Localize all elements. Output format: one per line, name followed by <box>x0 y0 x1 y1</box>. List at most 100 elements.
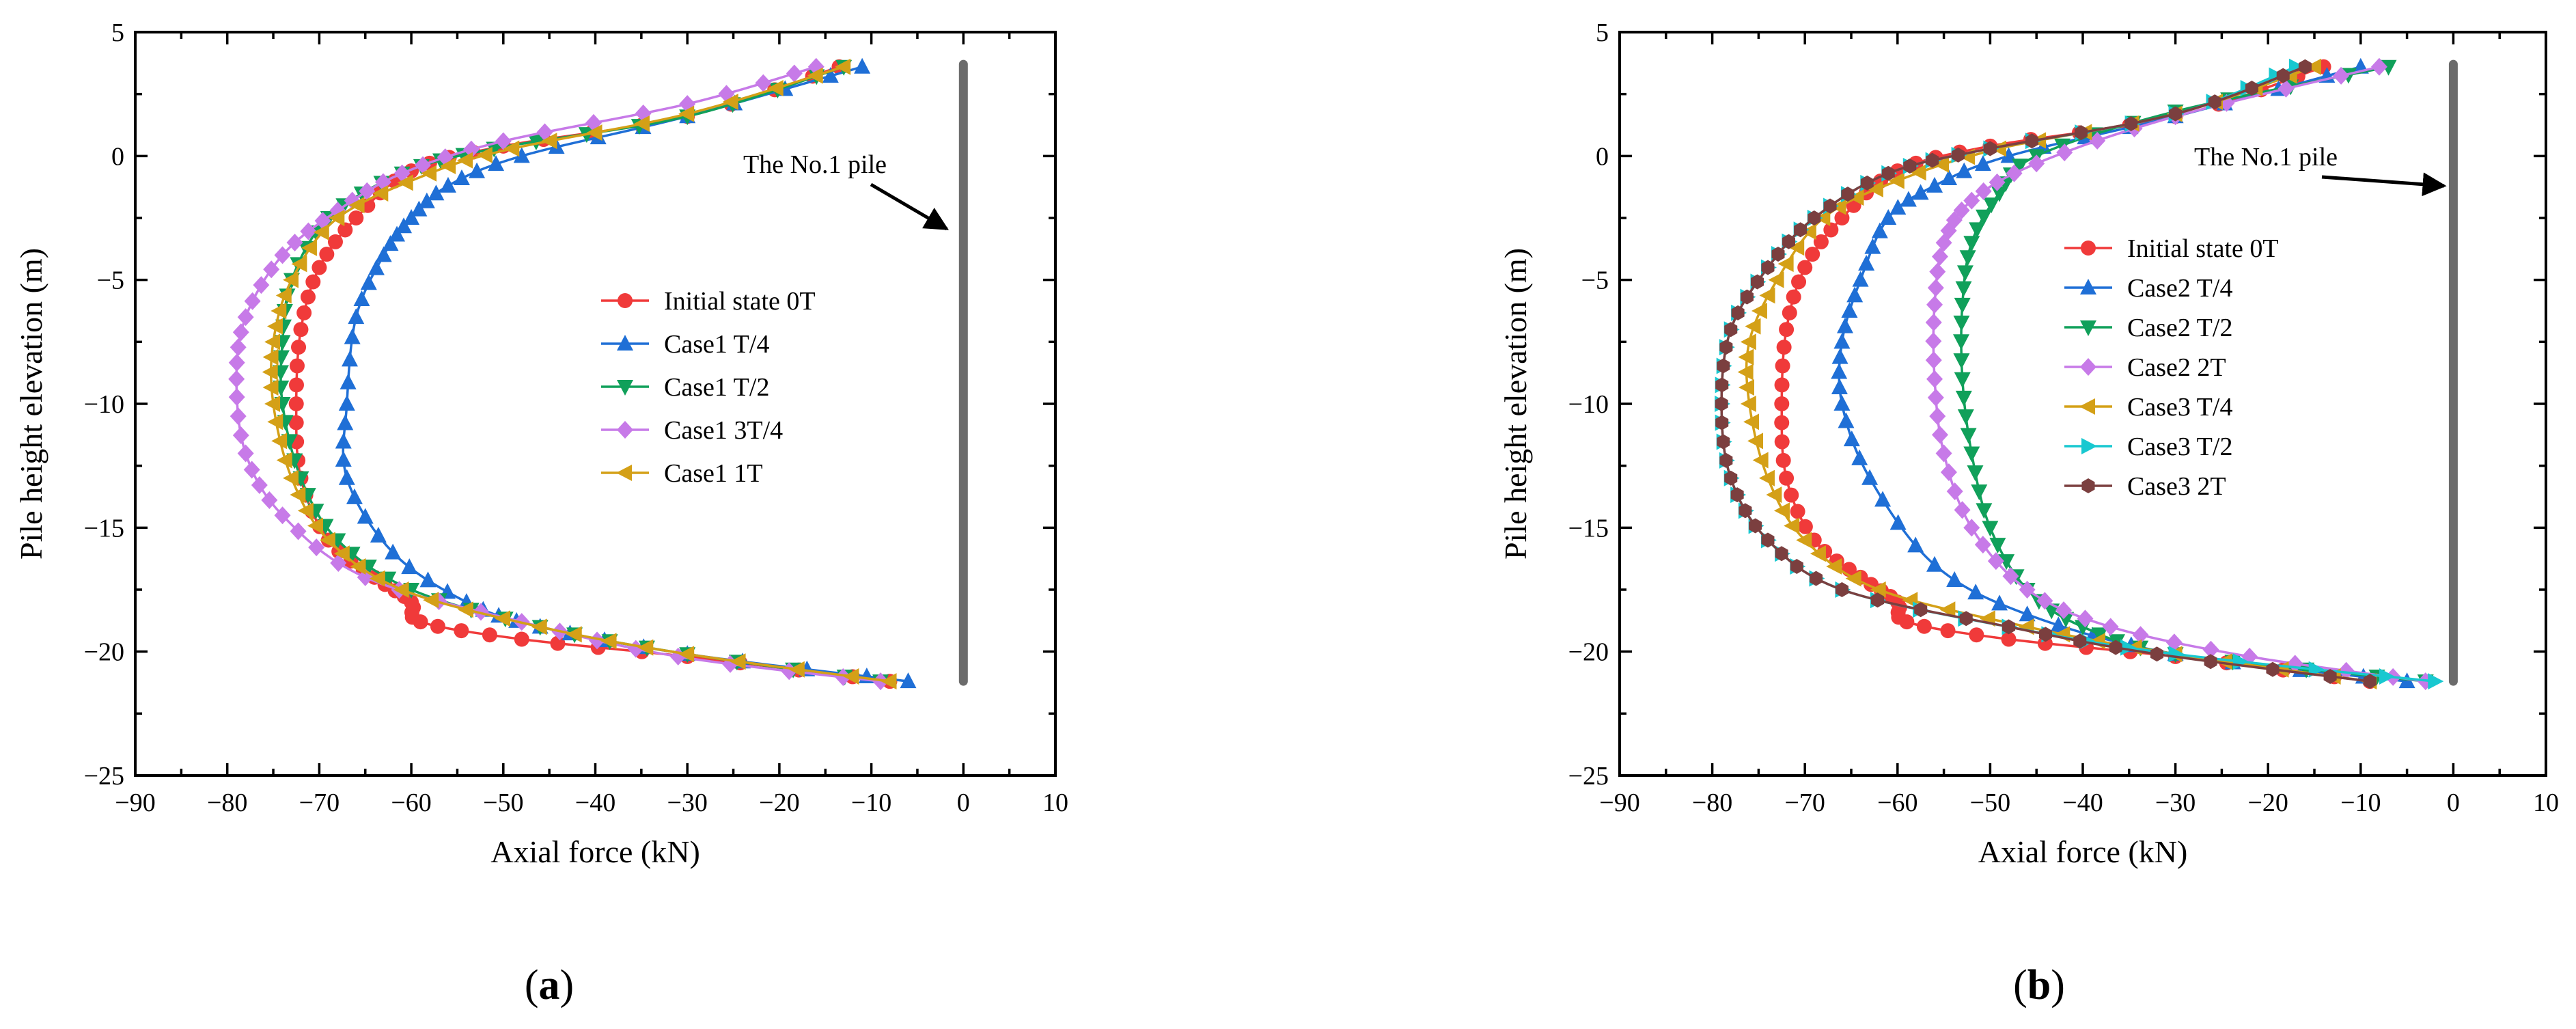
data-point <box>1969 222 1986 238</box>
data-point <box>314 212 331 230</box>
data-point <box>2323 669 2337 685</box>
data-point <box>1823 222 1839 238</box>
data-point <box>1715 377 1729 393</box>
data-point <box>290 486 306 504</box>
data-point <box>419 571 437 588</box>
data-point <box>293 322 309 338</box>
x-tick-label: −50 <box>483 788 523 817</box>
data-point <box>2363 674 2377 689</box>
data-point <box>1955 281 1972 297</box>
panel-label: (b) <box>2013 962 2065 1009</box>
x-tick-label: −40 <box>575 788 615 817</box>
data-point <box>342 351 359 367</box>
pile-annotation: The No.1 pile <box>743 150 887 179</box>
data-point <box>1952 147 1965 163</box>
data-point <box>678 646 695 663</box>
data-point <box>327 234 343 249</box>
data-point <box>1982 521 1999 537</box>
data-point <box>1771 246 1785 262</box>
data-point <box>308 538 325 557</box>
data-point <box>1903 158 1917 174</box>
data-point <box>1852 271 1869 287</box>
data-point <box>1967 465 1984 482</box>
data-point <box>1963 519 1980 537</box>
data-point <box>1738 379 1754 396</box>
data-point <box>1959 611 1973 627</box>
data-point <box>1750 274 1764 290</box>
legend-label: Case3 T/2 <box>2127 433 2232 461</box>
data-point <box>262 379 279 396</box>
data-point <box>1768 271 1784 288</box>
y-tick-label: 5 <box>111 18 124 47</box>
data-point <box>1926 370 1943 388</box>
data-point <box>244 292 261 310</box>
data-point <box>1933 156 1950 173</box>
data-point <box>2370 57 2387 76</box>
data-point <box>1953 315 1970 331</box>
data-point <box>2025 133 2039 149</box>
data-point <box>462 140 480 159</box>
legend-label: Initial state 0T <box>2127 234 2279 263</box>
data-point <box>1967 584 1984 600</box>
data-point <box>271 303 287 319</box>
data-point <box>1963 446 1980 463</box>
data-point <box>2077 609 2094 628</box>
data-point <box>1940 623 1956 639</box>
data-point <box>271 433 288 450</box>
data-point <box>1989 173 2006 191</box>
data-point <box>1851 449 1868 465</box>
y-tick-label: −20 <box>1568 638 1609 667</box>
data-point <box>1724 322 1738 338</box>
data-point <box>854 57 871 74</box>
data-point <box>2204 654 2217 670</box>
data-point <box>232 323 249 342</box>
data-point <box>311 260 327 275</box>
data-point <box>1782 234 1795 249</box>
x-tick-label: −90 <box>115 788 155 817</box>
data-point <box>1959 250 1976 266</box>
data-point <box>1740 396 1756 412</box>
x-tick-label: −10 <box>2340 788 2381 817</box>
x-tick-label: −30 <box>2155 788 2196 817</box>
data-point <box>1991 594 2008 611</box>
data-point <box>1841 187 1855 202</box>
x-tick-label: 0 <box>2447 788 2460 817</box>
series-case3-2t <box>1715 59 2377 689</box>
data-point <box>1867 180 1883 197</box>
data-point <box>1797 519 1813 534</box>
data-point <box>1912 184 1929 200</box>
data-point <box>1738 348 1754 366</box>
data-point <box>2150 646 2164 662</box>
data-point <box>1871 592 1885 608</box>
x-tick-label: −70 <box>1784 788 1825 817</box>
data-point <box>1941 169 1958 186</box>
series-case1-3t-4 <box>228 57 889 691</box>
y-tick-label: −20 <box>84 638 124 667</box>
data-point <box>288 377 304 393</box>
x-tick-label: 0 <box>957 788 970 817</box>
data-point <box>1826 558 1842 575</box>
data-point <box>843 668 859 685</box>
data-point <box>372 184 389 202</box>
data-point <box>1779 322 1795 338</box>
data-point <box>253 276 270 294</box>
legend-swatch-marker <box>2080 279 2096 294</box>
data-point <box>375 246 392 262</box>
data-point <box>453 169 470 186</box>
data-point <box>1761 532 1775 548</box>
data-point <box>357 508 374 524</box>
data-point <box>678 105 695 122</box>
data-point <box>1848 189 1864 206</box>
data-point <box>1861 469 1879 485</box>
data-point <box>359 182 376 200</box>
data-point <box>1800 223 1816 241</box>
data-point <box>2019 581 2036 599</box>
data-point <box>1946 571 1963 588</box>
data-point <box>2050 616 2067 633</box>
legend-swatch-marker <box>2080 320 2096 336</box>
data-point <box>2055 601 2073 620</box>
data-point <box>264 396 281 412</box>
data-point <box>1777 256 1794 273</box>
data-point <box>1899 614 1915 630</box>
data-point <box>344 328 361 344</box>
